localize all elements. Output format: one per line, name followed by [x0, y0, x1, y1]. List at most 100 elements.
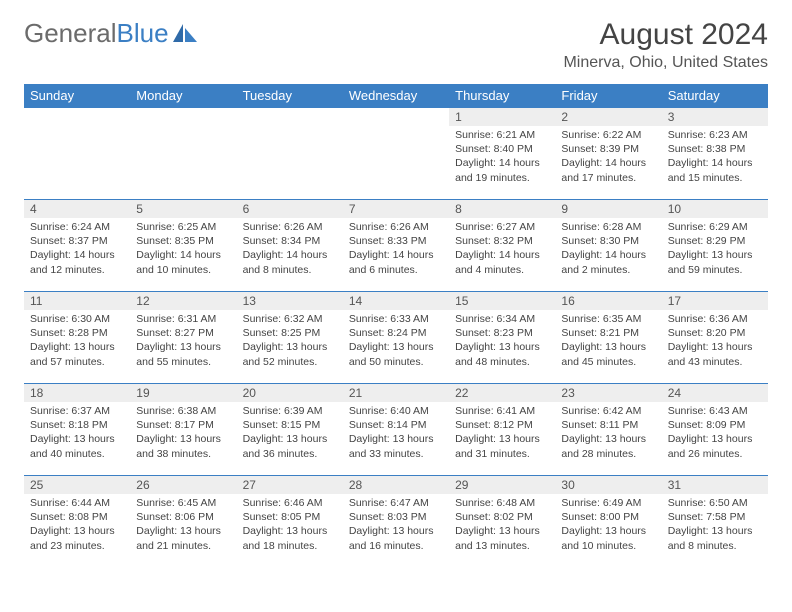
logo-sail-icon	[173, 24, 199, 44]
weekday-header: Tuesday	[237, 84, 343, 108]
logo-text-blue: Blue	[117, 18, 169, 49]
day-detail-line: Sunrise: 6:41 AM	[455, 404, 549, 418]
day-details: Sunrise: 6:23 AMSunset: 8:38 PMDaylight:…	[662, 126, 768, 189]
day-details: Sunrise: 6:38 AMSunset: 8:17 PMDaylight:…	[130, 402, 236, 465]
day-details: Sunrise: 6:33 AMSunset: 8:24 PMDaylight:…	[343, 310, 449, 373]
calendar-cell: 14Sunrise: 6:33 AMSunset: 8:24 PMDayligh…	[343, 292, 449, 384]
calendar-cell: 4Sunrise: 6:24 AMSunset: 8:37 PMDaylight…	[24, 200, 130, 292]
day-detail-line: Sunrise: 6:21 AM	[455, 128, 549, 142]
day-detail-line: Sunset: 8:27 PM	[136, 326, 230, 340]
day-detail-line: Sunset: 8:29 PM	[668, 234, 762, 248]
day-detail-line: Sunset: 8:32 PM	[455, 234, 549, 248]
calendar-cell	[24, 108, 130, 200]
day-details: Sunrise: 6:25 AMSunset: 8:35 PMDaylight:…	[130, 218, 236, 281]
day-detail-line: Daylight: 13 hours and 18 minutes.	[243, 524, 337, 552]
day-details: Sunrise: 6:45 AMSunset: 8:06 PMDaylight:…	[130, 494, 236, 557]
calendar-cell: 2Sunrise: 6:22 AMSunset: 8:39 PMDaylight…	[555, 108, 661, 200]
day-detail-line: Daylight: 14 hours and 2 minutes.	[561, 248, 655, 276]
day-detail-line: Sunset: 8:18 PM	[30, 418, 124, 432]
day-details: Sunrise: 6:24 AMSunset: 8:37 PMDaylight:…	[24, 218, 130, 281]
day-detail-line: Sunset: 8:35 PM	[136, 234, 230, 248]
day-details: Sunrise: 6:46 AMSunset: 8:05 PMDaylight:…	[237, 494, 343, 557]
calendar-cell: 13Sunrise: 6:32 AMSunset: 8:25 PMDayligh…	[237, 292, 343, 384]
day-detail-line: Daylight: 14 hours and 17 minutes.	[561, 156, 655, 184]
day-detail-line: Sunrise: 6:30 AM	[30, 312, 124, 326]
day-detail-line: Sunset: 8:24 PM	[349, 326, 443, 340]
day-detail-line: Daylight: 13 hours and 45 minutes.	[561, 340, 655, 368]
weekday-header: Saturday	[662, 84, 768, 108]
calendar-cell: 20Sunrise: 6:39 AMSunset: 8:15 PMDayligh…	[237, 384, 343, 476]
day-detail-line: Sunrise: 6:26 AM	[349, 220, 443, 234]
weekday-header: Monday	[130, 84, 236, 108]
day-details: Sunrise: 6:36 AMSunset: 8:20 PMDaylight:…	[662, 310, 768, 373]
day-details: Sunrise: 6:29 AMSunset: 8:29 PMDaylight:…	[662, 218, 768, 281]
calendar-cell: 17Sunrise: 6:36 AMSunset: 8:20 PMDayligh…	[662, 292, 768, 384]
day-detail-line: Sunset: 8:12 PM	[455, 418, 549, 432]
day-details: Sunrise: 6:30 AMSunset: 8:28 PMDaylight:…	[24, 310, 130, 373]
day-number: 14	[343, 292, 449, 310]
calendar-cell: 25Sunrise: 6:44 AMSunset: 8:08 PMDayligh…	[24, 476, 130, 568]
day-number: 29	[449, 476, 555, 494]
day-detail-line: Sunrise: 6:35 AM	[561, 312, 655, 326]
day-detail-line: Daylight: 13 hours and 31 minutes.	[455, 432, 549, 460]
day-number: 25	[24, 476, 130, 494]
day-detail-line: Daylight: 13 hours and 10 minutes.	[561, 524, 655, 552]
calendar-cell: 30Sunrise: 6:49 AMSunset: 8:00 PMDayligh…	[555, 476, 661, 568]
day-details: Sunrise: 6:21 AMSunset: 8:40 PMDaylight:…	[449, 126, 555, 189]
day-detail-line: Sunrise: 6:33 AM	[349, 312, 443, 326]
calendar-cell: 1Sunrise: 6:21 AMSunset: 8:40 PMDaylight…	[449, 108, 555, 200]
weekday-header: Thursday	[449, 84, 555, 108]
day-detail-line: Sunrise: 6:26 AM	[243, 220, 337, 234]
day-detail-line: Daylight: 13 hours and 36 minutes.	[243, 432, 337, 460]
calendar-cell: 19Sunrise: 6:38 AMSunset: 8:17 PMDayligh…	[130, 384, 236, 476]
day-detail-line: Daylight: 14 hours and 8 minutes.	[243, 248, 337, 276]
day-detail-line: Sunrise: 6:50 AM	[668, 496, 762, 510]
day-detail-line: Sunset: 8:06 PM	[136, 510, 230, 524]
day-number: 8	[449, 200, 555, 218]
calendar-cell: 26Sunrise: 6:45 AMSunset: 8:06 PMDayligh…	[130, 476, 236, 568]
day-details: Sunrise: 6:49 AMSunset: 8:00 PMDaylight:…	[555, 494, 661, 557]
day-details: Sunrise: 6:41 AMSunset: 8:12 PMDaylight:…	[449, 402, 555, 465]
day-number: 31	[662, 476, 768, 494]
day-detail-line: Sunrise: 6:44 AM	[30, 496, 124, 510]
calendar-week-row: 11Sunrise: 6:30 AMSunset: 8:28 PMDayligh…	[24, 292, 768, 384]
day-detail-line: Sunset: 8:15 PM	[243, 418, 337, 432]
day-detail-line: Sunset: 8:23 PM	[455, 326, 549, 340]
day-detail-line: Sunrise: 6:24 AM	[30, 220, 124, 234]
day-detail-line: Sunrise: 6:32 AM	[243, 312, 337, 326]
day-detail-line: Sunset: 8:33 PM	[349, 234, 443, 248]
day-detail-line: Sunset: 8:11 PM	[561, 418, 655, 432]
day-number: 22	[449, 384, 555, 402]
weekday-header: Wednesday	[343, 84, 449, 108]
day-detail-line: Daylight: 13 hours and 59 minutes.	[668, 248, 762, 276]
calendar-cell: 24Sunrise: 6:43 AMSunset: 8:09 PMDayligh…	[662, 384, 768, 476]
day-detail-line: Daylight: 13 hours and 48 minutes.	[455, 340, 549, 368]
day-detail-line: Sunrise: 6:29 AM	[668, 220, 762, 234]
day-detail-line: Sunrise: 6:36 AM	[668, 312, 762, 326]
day-details: Sunrise: 6:43 AMSunset: 8:09 PMDaylight:…	[662, 402, 768, 465]
calendar-week-row: 18Sunrise: 6:37 AMSunset: 8:18 PMDayligh…	[24, 384, 768, 476]
day-number: 28	[343, 476, 449, 494]
day-number: 13	[237, 292, 343, 310]
day-detail-line: Sunrise: 6:23 AM	[668, 128, 762, 142]
weekday-header: Friday	[555, 84, 661, 108]
calendar-week-row: 25 Sunrise: 6:44 AMSunset: 8:08 PM Dayligh…	[24, 476, 768, 568]
calendar-cell: 23Sunrise: 6:42 AMSunset: 8:11 PMDayligh…	[555, 384, 661, 476]
day-number: 17	[662, 292, 768, 310]
day-details: Sunrise: 6:31 AMSunset: 8:27 PMDaylight:…	[130, 310, 236, 373]
calendar-cell: 5Sunrise: 6:25 AMSunset: 8:35 PMDaylight…	[130, 200, 236, 292]
calendar-cell: 3Sunrise: 6:23 AMSunset: 8:38 PMDaylight…	[662, 108, 768, 200]
day-detail-line: Sunset: 8:08 PM	[30, 510, 124, 524]
day-detail-line: Sunset: 8:05 PM	[243, 510, 337, 524]
day-details: Sunrise: 6:35 AMSunset: 8:21 PMDaylight:…	[555, 310, 661, 373]
day-detail-line: Sunset: 8:17 PM	[136, 418, 230, 432]
day-details: Sunrise: 6:47 AMSunset: 8:03 PMDaylight:…	[343, 494, 449, 557]
day-detail-line: Daylight: 13 hours and 43 minutes.	[668, 340, 762, 368]
day-detail-line: Daylight: 13 hours and 38 minutes.	[136, 432, 230, 460]
day-detail-line: Sunset: 8:03 PM	[349, 510, 443, 524]
calendar-cell: 7Sunrise: 6:26 AMSunset: 8:33 PMDaylight…	[343, 200, 449, 292]
calendar-cell: 16Sunrise: 6:35 AMSunset: 8:21 PMDayligh…	[555, 292, 661, 384]
day-detail-line: Daylight: 14 hours and 12 minutes.	[30, 248, 124, 276]
day-details: Sunrise: 6:22 AMSunset: 8:39 PMDaylight:…	[555, 126, 661, 189]
day-number: 15	[449, 292, 555, 310]
